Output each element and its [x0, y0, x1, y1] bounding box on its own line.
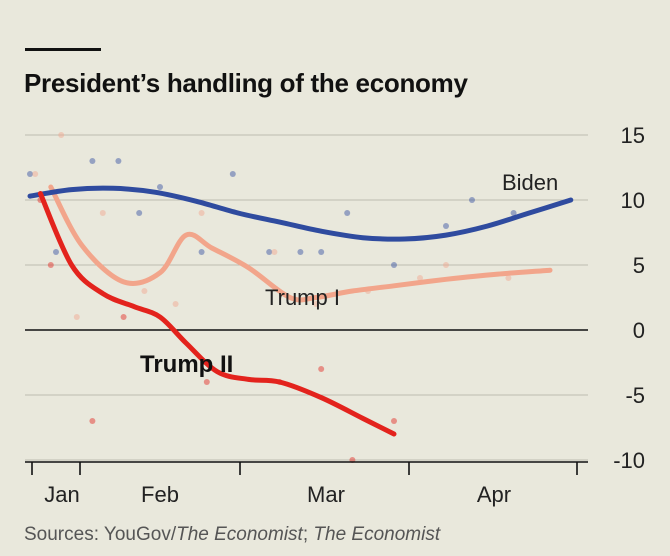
- trump-i-poll-point: [313, 301, 319, 307]
- trump-i-poll-point: [198, 210, 205, 216]
- y-tick-label: -5: [625, 383, 645, 408]
- biden-poll-point: [297, 249, 304, 255]
- scatter-layer: [27, 132, 517, 463]
- series-label-layer: Biden Trump I Trump II: [140, 170, 558, 378]
- trump-i-poll-point: [141, 288, 148, 294]
- y-tick-label: -10: [613, 448, 645, 473]
- biden-poll-point: [89, 158, 96, 164]
- y-tick-label: 15: [621, 123, 645, 148]
- source-prefix: Sources: YouGov/: [24, 524, 177, 545]
- x-tick-label: Mar: [307, 482, 345, 507]
- biden-poll-point: [344, 210, 351, 216]
- chart-title: President’s handling of the economy: [24, 68, 468, 98]
- trump-i-label: Trump I: [265, 285, 340, 310]
- trump-i-poll-point: [505, 275, 512, 281]
- trump-ii-poll-point: [318, 366, 325, 372]
- trump-i-line: [48, 184, 553, 303]
- biden-poll-point: [318, 249, 325, 255]
- biden-label: Biden: [502, 170, 558, 195]
- trump-i-poll-point: [417, 275, 423, 281]
- y-tick-label: 5: [633, 253, 645, 278]
- trump-ii-poll-point: [89, 418, 96, 424]
- source-italic-2: The Economist: [313, 524, 441, 545]
- axis-layer: 15 10 5 0 -5 -10 Jan Feb Mar Apr: [25, 123, 645, 507]
- trump-ii-line: [37, 191, 397, 437]
- biden-poll-point: [115, 158, 122, 164]
- biden-poll-point: [136, 210, 143, 216]
- trump-ii-label: Trump II: [140, 351, 233, 378]
- y-tick-label: 10: [621, 188, 645, 213]
- trump-i-poll-point: [443, 262, 449, 268]
- x-tick-label: Feb: [141, 482, 179, 507]
- biden-poll-point: [198, 249, 205, 255]
- source-note: Sources: YouGov/The Economist; The Econo…: [24, 524, 440, 546]
- y-tick-label: 0: [633, 318, 645, 343]
- trump-ii-poll-point: [203, 379, 210, 385]
- biden-poll-point: [157, 184, 163, 190]
- biden-poll-point: [391, 262, 397, 268]
- x-tick-label: Jan: [44, 482, 79, 507]
- grid-layer: [25, 134, 588, 461]
- biden-poll-point: [266, 249, 273, 255]
- trump-i-poll-point: [99, 210, 106, 216]
- trump-ii-poll-point: [120, 314, 127, 320]
- trump-i-poll-point: [73, 314, 80, 320]
- biden-poll-point: [443, 223, 449, 229]
- biden-poll-point: [53, 249, 59, 255]
- biden-poll-point: [469, 197, 475, 203]
- trump-i-poll-point: [58, 132, 65, 138]
- biden-poll-point: [510, 210, 517, 216]
- biden-poll-point: [27, 171, 33, 177]
- source-italic-1: The Economist: [176, 524, 303, 545]
- trump-ii-poll-point: [47, 262, 54, 268]
- title-rule: [25, 48, 101, 51]
- x-tick-label: Apr: [477, 482, 511, 507]
- trump-ii-poll-point: [391, 418, 397, 424]
- line-layer: [27, 184, 574, 437]
- biden-line: [27, 185, 574, 242]
- biden-poll-point: [229, 171, 236, 177]
- source-middle: ;: [302, 524, 314, 545]
- trump-i-poll-point: [172, 301, 179, 307]
- trump-i-poll-point: [32, 171, 39, 177]
- trump-i-poll-point: [271, 249, 278, 255]
